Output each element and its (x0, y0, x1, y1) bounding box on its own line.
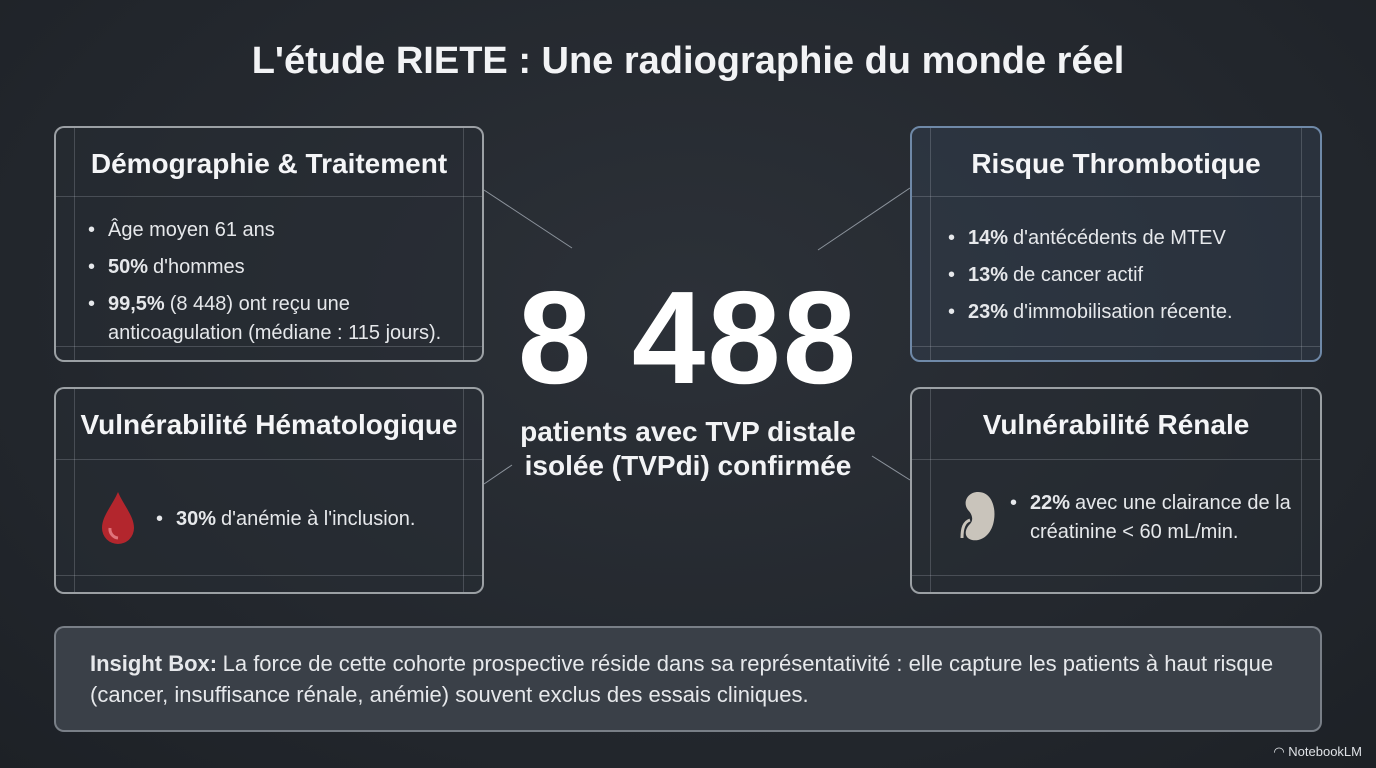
connector-lines (483, 187, 911, 485)
card-title: Risque Thrombotique (971, 148, 1261, 179)
list-item: 30%d'anémie à l'inclusion. (156, 505, 466, 534)
item-highlight: 99,5% (108, 293, 165, 315)
big-number: 8 488 (517, 264, 859, 411)
watermark: ◠ NotebookLM (1273, 744, 1362, 759)
item-text: (8 448) ont reçu une anticoagulation (mé… (108, 293, 442, 344)
grid-line (56, 196, 482, 197)
connector (817, 187, 911, 251)
card-title: Vulnérabilité Hématologique (80, 409, 458, 440)
grid-line (912, 196, 1320, 197)
blood-drop-icon (102, 492, 134, 544)
grid-line (463, 389, 464, 592)
list-item: Âge moyen 61 ans (88, 216, 478, 245)
card: Vulnérabilité Hématologique 30%d'anémie à… (54, 387, 484, 594)
item-highlight: 23% (968, 301, 1009, 323)
card: Vulnérabilité Rénale 22%avec une clairanc… (910, 387, 1322, 594)
item-text: d'antécédents de MTEV (1013, 227, 1226, 249)
grid-line (74, 128, 75, 360)
grid-line (912, 346, 1320, 347)
list-item: 50%d'hommes (88, 253, 478, 282)
item-list: 22%avec une clairance de la créatinine <… (1010, 489, 1300, 555)
item-text: d'hommes (153, 256, 245, 278)
item-highlight: 50% (108, 256, 149, 278)
kidney-icon (960, 492, 995, 541)
title: L'étude RIETE : Une radiographie du mond… (251, 40, 1125, 82)
connector (871, 455, 911, 481)
item-list: 14%d'antécédents de MTEV13%de cancer act… (948, 224, 1308, 335)
caption: isolée (TVPdi) confirmée (524, 450, 852, 481)
item-highlight: 30% (176, 508, 217, 530)
card: Risque Thrombotique 14%d'antécédents de M… (910, 126, 1322, 362)
list-item: 22%avec une clairance de la créatinine <… (1010, 489, 1300, 547)
caption: patients avec TVP distale (520, 416, 856, 447)
connector (483, 464, 513, 485)
item-text: de cancer actif (1013, 264, 1144, 286)
item-highlight: 13% (968, 264, 1009, 286)
item-list: 30%d'anémie à l'inclusion. (156, 505, 466, 542)
insight-box: Insight Box: La force de cette cohorte pr… (54, 626, 1322, 732)
grid-line (912, 575, 1320, 576)
item-text: Âge moyen 61 ans (108, 219, 275, 241)
item-text: d'immobilisation récente. (1013, 301, 1233, 323)
grid-line (930, 389, 931, 592)
item-text: d'anémie à l'inclusion. (221, 508, 416, 530)
card-title: Vulnérabilité Rénale (982, 409, 1250, 440)
grid-line (56, 459, 482, 460)
item-highlight: 14% (968, 227, 1009, 249)
grid-line (930, 128, 931, 360)
grid-line (1301, 389, 1302, 592)
grid-line (74, 389, 75, 592)
list-item: 13%de cancer actif (948, 261, 1308, 290)
item-highlight: 22% (1030, 492, 1071, 514)
insight-text: La force de cette cohorte prospective ré… (90, 651, 1274, 707)
list-item: 99,5%(8 448) ont reçu une anticoagulatio… (88, 290, 478, 348)
card: Démographie & Traitement Âge moyen 61 ans… (54, 126, 484, 362)
insight-label: Insight Box: (90, 651, 218, 676)
list-item: 14%d'antécédents de MTEV (948, 224, 1308, 253)
connector (483, 189, 573, 249)
grid-line (56, 575, 482, 576)
item-list: Âge moyen 61 ans 50%d'hommes 99,5%(8 448) … (88, 216, 478, 356)
grid-line (912, 459, 1320, 460)
card-title: Démographie & Traitement (90, 148, 448, 179)
list-item: 23%d'immobilisation récente. (948, 298, 1308, 327)
item-text: avec une clairance de la créatinine < 60… (1030, 492, 1291, 543)
watermark-text: NotebookLM (1288, 744, 1362, 759)
